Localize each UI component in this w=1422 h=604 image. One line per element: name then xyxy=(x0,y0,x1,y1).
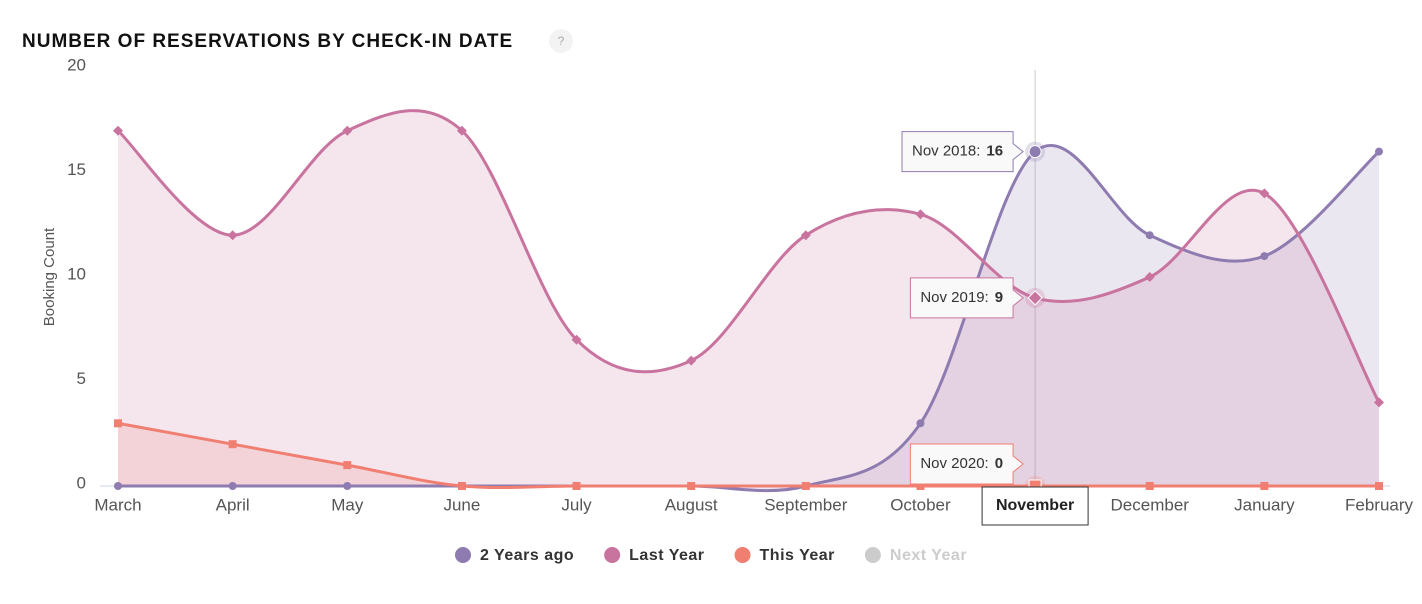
marker xyxy=(227,230,238,241)
tooltip-label: Nov 2020: xyxy=(920,455,988,472)
tooltip: Nov 2019: 9 xyxy=(909,277,1024,319)
marker xyxy=(571,334,582,345)
marker xyxy=(1145,482,1154,490)
y-tick-label: 20 xyxy=(67,55,86,74)
tooltip-value: 9 xyxy=(995,289,1003,306)
tooltip: Nov 2020: 0 xyxy=(909,443,1024,485)
marker xyxy=(1144,272,1155,282)
marker xyxy=(801,482,810,490)
area xyxy=(118,423,1379,488)
legend-marker[interactable] xyxy=(734,547,751,563)
area xyxy=(118,110,1379,487)
chart-title: NUMBER OF RESERVATIONS BY CHECK-IN DATE xyxy=(22,31,513,52)
marker xyxy=(1260,482,1269,490)
x-tick-label: July xyxy=(561,495,592,514)
legend-label[interactable]: Last Year xyxy=(629,547,704,564)
marker xyxy=(686,355,697,366)
legend-marker[interactable] xyxy=(864,547,881,563)
marker xyxy=(800,230,811,241)
tooltip-value: 0 xyxy=(995,455,1003,472)
y-tick-label: 10 xyxy=(67,264,86,283)
legend-label[interactable]: This Year xyxy=(760,547,835,564)
marker xyxy=(456,125,467,136)
marker xyxy=(1259,188,1270,199)
marker xyxy=(228,482,237,490)
legend-marker[interactable] xyxy=(604,547,621,563)
y-tick-label: 0 xyxy=(77,473,86,492)
x-tick-label: February xyxy=(1345,495,1414,514)
marker xyxy=(1027,290,1043,306)
line xyxy=(116,109,1381,404)
marker xyxy=(1375,482,1383,490)
x-tick-label: September xyxy=(764,495,847,514)
x-tick-label: October xyxy=(890,495,951,514)
y-tick-label: 15 xyxy=(67,160,86,179)
tooltip-box xyxy=(901,131,1024,173)
marker xyxy=(1260,252,1269,261)
x-tick-label: August xyxy=(665,495,718,514)
x-tick-label: January xyxy=(1234,495,1295,514)
tooltip-box xyxy=(909,443,1024,485)
legend-marker[interactable] xyxy=(455,547,471,563)
x-tick-label: April xyxy=(216,495,250,514)
x-tick-label: December xyxy=(1111,495,1190,514)
x-highlight-box xyxy=(981,486,1089,526)
x-tick-label: March xyxy=(94,495,141,514)
y-tick-label: 5 xyxy=(77,369,86,388)
y-axis-label: Booking Count xyxy=(41,227,58,326)
marker xyxy=(1028,145,1042,159)
help-icon-bg[interactable] xyxy=(549,29,573,53)
marker xyxy=(113,125,123,136)
x-tick-label: May xyxy=(331,495,364,514)
legend-label[interactable]: 2 Years ago xyxy=(480,547,574,564)
marker xyxy=(342,125,353,136)
tooltip-label: Nov 2019: xyxy=(920,289,988,306)
legend-label[interactable]: Next Year xyxy=(890,547,967,564)
marker xyxy=(572,482,581,490)
help-icon[interactable]: ? xyxy=(558,34,565,48)
marker xyxy=(343,482,352,490)
area xyxy=(118,145,1379,491)
marker xyxy=(916,419,925,428)
marker xyxy=(687,482,696,490)
marker xyxy=(1375,147,1383,156)
tooltip: Nov 2018: 16 xyxy=(901,131,1024,173)
tooltip-box xyxy=(909,277,1024,319)
marker xyxy=(114,482,122,490)
marker xyxy=(1145,231,1154,240)
x-tick-label: November xyxy=(996,497,1074,514)
marker xyxy=(1374,397,1384,408)
marker xyxy=(915,209,926,220)
marker xyxy=(457,482,466,490)
x-tick-label: June xyxy=(443,495,480,514)
tooltip-label: Nov 2018: xyxy=(912,143,980,160)
line xyxy=(117,421,1379,490)
marker xyxy=(916,482,925,490)
marker xyxy=(228,440,237,449)
tooltip-value: 16 xyxy=(986,143,1003,160)
marker xyxy=(114,419,122,428)
marker xyxy=(343,461,352,470)
